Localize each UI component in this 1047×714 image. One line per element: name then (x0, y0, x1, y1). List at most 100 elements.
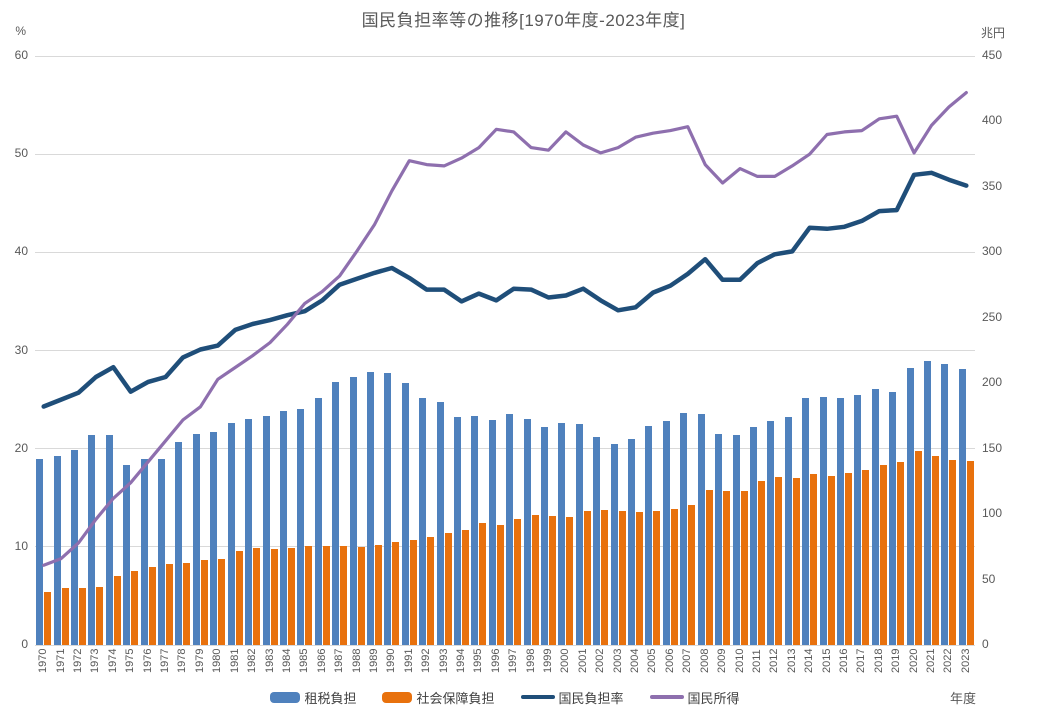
bar-social-security-burden (340, 545, 348, 645)
x-axis-tick-label: 1986 (315, 649, 328, 674)
bar-social-security-burden (862, 470, 870, 645)
x-axis-tick-label: 1970 (37, 649, 50, 674)
legend-label: 国民所得 (687, 690, 740, 706)
bar-tax-burden (802, 397, 810, 645)
x-axis-tick-label: 1985 (298, 649, 311, 674)
x-axis-tick-label: 2005 (646, 649, 659, 674)
bar-social-security-burden (166, 563, 174, 645)
left-axis-tick-label: 30 (14, 342, 28, 357)
gridline (35, 55, 975, 57)
bar-tax-burden (297, 409, 305, 645)
x-axis-tick-label: 2018 (872, 649, 885, 674)
left-axis-tick-label: 40 (14, 244, 28, 259)
x-axis-tick-label: 1973 (89, 649, 102, 674)
bar-social-security-burden (183, 562, 191, 645)
bar-social-security-burden (897, 462, 905, 645)
bar-social-security-burden (479, 523, 487, 645)
x-axis-tick-label: 1990 (385, 649, 398, 674)
right-axis-tick-label: 300 (982, 244, 1003, 259)
bar-tax-burden (749, 427, 757, 645)
bar-tax-burden (366, 372, 374, 645)
bar-tax-burden (436, 401, 444, 645)
x-axis-tick-label: 1993 (437, 649, 450, 674)
bar-tax-burden (871, 388, 879, 645)
x-axis-tick-label: 2007 (681, 649, 694, 674)
bar-tax-burden (523, 419, 531, 645)
bar-social-security-burden (131, 571, 139, 645)
bar-tax-burden (889, 391, 897, 645)
bar-tax-burden (854, 394, 862, 645)
bar-social-security-burden (322, 545, 330, 645)
bar-social-security-burden (287, 547, 295, 645)
bar-tax-burden (262, 416, 270, 645)
legend-line-swatch (520, 695, 555, 699)
x-axis-tick-label: 1971 (54, 649, 67, 674)
bar-social-security-burden (879, 465, 887, 645)
x-axis-tick-label: 1976 (141, 649, 154, 674)
bar-social-security-burden (723, 490, 731, 645)
bar-social-security-burden (357, 546, 365, 645)
bar-social-security-burden (792, 478, 800, 645)
bar-social-security-burden (827, 476, 835, 645)
x-axis-tick-label: 2001 (576, 649, 589, 674)
bar-social-security-burden (200, 559, 208, 645)
bar-social-security-burden (618, 511, 626, 645)
bar-tax-burden (767, 421, 775, 645)
x-axis-tick-label: 1974 (106, 649, 119, 674)
gridline (35, 350, 975, 351)
x-axis-tick-label: 2006 (663, 649, 676, 674)
gridline (35, 448, 975, 450)
x-axis-tick-label: 2002 (594, 649, 607, 674)
right-axis-tick-label: 250 (982, 309, 1003, 324)
x-axis-tick-label: 1998 (524, 649, 537, 674)
bar-tax-burden (384, 373, 392, 645)
bar-social-security-burden (392, 541, 400, 645)
bar-social-security-burden (514, 519, 522, 645)
bar-social-security-burden (740, 490, 748, 645)
x-axis-tick-label: 2022 (942, 649, 955, 674)
x-axis-tick-label: 2016 (837, 649, 850, 674)
left-axis-tick-label: 50 (14, 146, 28, 161)
left-axis-unit-label: % (15, 24, 26, 38)
x-axis-tick-label: 2009 (716, 649, 729, 674)
bar-social-security-burden (235, 550, 243, 645)
bar-social-security-burden (705, 489, 713, 645)
x-axis-tick-label: 2020 (907, 649, 920, 674)
left-axis-tick-label: 60 (14, 48, 28, 62)
x-axis-tick-label: 2019 (890, 649, 903, 674)
bar-social-security-burden (461, 530, 469, 645)
legend-item: 国民所得 (649, 688, 740, 707)
bar-social-security-burden (688, 504, 696, 645)
bar-social-security-burden (374, 544, 382, 645)
bar-social-security-burden (670, 508, 678, 645)
bar-social-security-burden (270, 548, 278, 645)
gridline (35, 153, 975, 155)
x-axis-tick-label: 1988 (350, 649, 363, 674)
right-axis-tick-label: 450 (982, 48, 1003, 62)
bar-tax-burden (245, 419, 253, 645)
bar-social-security-burden (79, 588, 87, 645)
x-axis-tick-label: 2012 (768, 649, 781, 674)
bar-social-security-burden (636, 512, 644, 645)
x-axis-tick-label: 2017 (855, 649, 868, 674)
chart-title: 国民負担率等の推移[1970年度-2023年度] (361, 11, 686, 30)
bar-tax-burden (628, 438, 636, 645)
bar-social-security-burden (444, 533, 452, 645)
right-axis-tick-label: 150 (982, 440, 1003, 455)
bar-social-security-burden (409, 539, 417, 645)
x-axis-tick-label: 1997 (507, 649, 520, 674)
x-axis-tick-label: 1992 (420, 649, 433, 674)
bar-tax-burden (697, 414, 705, 645)
x-axis-tick-label: 1983 (263, 649, 276, 674)
x-axis-tick-label: 1984 (280, 649, 293, 674)
legend: 租税負担 社会保障負担 国民負担率 国民所得 (35, 686, 975, 708)
bar-tax-burden (715, 433, 723, 645)
bar-social-security-burden (218, 558, 226, 645)
bar-tax-burden (593, 436, 601, 645)
x-axis-tick-label: 2003 (611, 649, 624, 674)
x-axis-tick-label: 2021 (924, 649, 937, 674)
x-axis-unit-label: 年度 (950, 691, 977, 706)
x-axis-tick-label: 1977 (159, 649, 172, 674)
legend-item: 国民負担率 (520, 688, 624, 707)
